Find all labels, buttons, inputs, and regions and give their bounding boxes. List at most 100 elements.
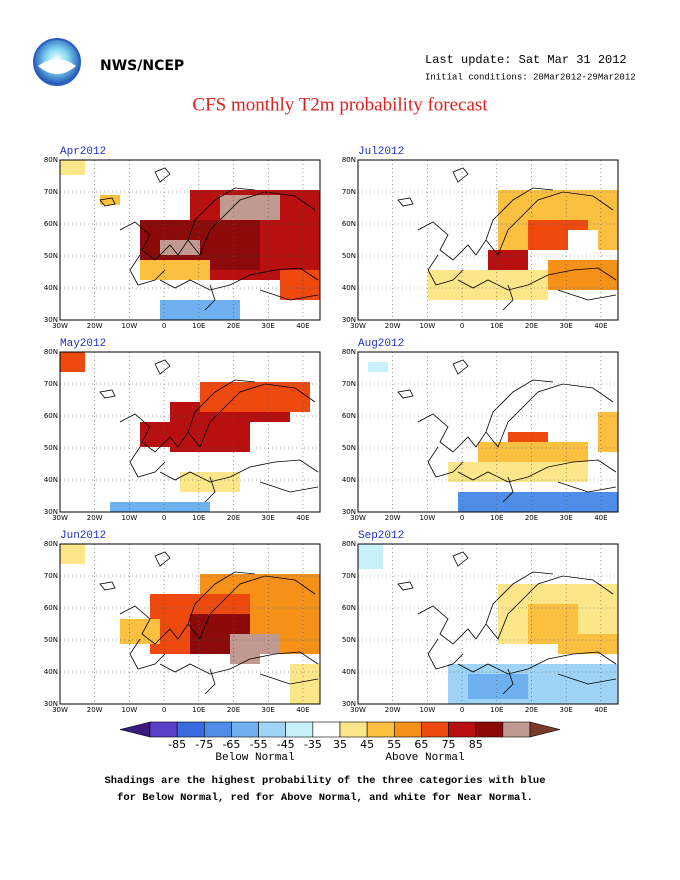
lon-label: 30W <box>350 322 366 330</box>
shading <box>290 664 320 704</box>
lon-label: 20W <box>385 322 401 330</box>
lon-label: 20E <box>525 322 538 330</box>
lon-label: 20E <box>227 322 240 330</box>
lat-label: 50N <box>44 636 58 644</box>
agency: NWS/NCEP <box>100 58 184 74</box>
lon-label: 10E <box>490 706 503 714</box>
map-frame <box>59 159 321 321</box>
coastline <box>99 167 319 311</box>
lat-label: 60N <box>44 604 58 612</box>
colorbar-label: 35 <box>333 738 347 751</box>
panel-label: Apr2012 <box>60 146 106 158</box>
coastline <box>99 551 319 695</box>
above-label: Above Normal <box>385 752 464 764</box>
lon-label: 20W <box>87 706 103 714</box>
colorbar-label: -75 <box>195 738 213 751</box>
lon-label: 20E <box>525 706 538 714</box>
shading <box>598 412 618 452</box>
coastline <box>397 167 617 311</box>
lon-label: 10W <box>121 706 137 714</box>
colorbar-label: 75 <box>442 738 456 751</box>
lat-label: 60N <box>342 604 356 612</box>
lat-label: 60N <box>44 220 58 228</box>
colorbar-box <box>312 721 341 738</box>
shading <box>250 422 320 472</box>
lat-label: 30N <box>342 700 356 708</box>
footnote: Shadings are the highest probability of … <box>104 775 545 787</box>
lat-label: 30N <box>44 700 58 708</box>
shading <box>488 250 528 270</box>
footnote: for Below Normal, red for Above Normal, … <box>117 792 533 804</box>
lat-label: 70N <box>44 380 58 388</box>
colorbar-box <box>149 721 178 738</box>
coastline <box>99 359 319 503</box>
lat-label: 60N <box>342 412 356 420</box>
lon-label: 40E <box>594 514 607 522</box>
colorbar-box <box>203 721 232 738</box>
lat-label: 70N <box>44 188 58 196</box>
shading <box>428 270 548 300</box>
shading <box>468 674 528 699</box>
lon-label: 10E <box>192 322 205 330</box>
shading <box>568 230 598 255</box>
shading <box>60 160 85 175</box>
lon-label: 30E <box>560 322 573 330</box>
lon-label: 10W <box>121 514 137 522</box>
lon-label: 30E <box>262 514 275 522</box>
lon-label: 40E <box>296 514 309 522</box>
lon-label: 40E <box>296 322 309 330</box>
coastline <box>397 359 617 503</box>
lat-label: 80N <box>342 156 356 164</box>
lat-label: 70N <box>44 572 58 580</box>
lat-label: 30N <box>342 508 356 516</box>
title: CFS monthly T2m probability forecast <box>192 94 488 115</box>
shading <box>160 240 200 255</box>
lat-label: 40N <box>44 284 58 292</box>
initial-conditions: Initial conditions: 20Mar2012-29Mar2012 <box>425 72 636 82</box>
shading <box>140 260 210 280</box>
lon-label: 20E <box>227 706 240 714</box>
shading <box>280 270 320 300</box>
lon-label: 30E <box>262 322 275 330</box>
lat-label: 80N <box>342 540 356 548</box>
colorbar-box <box>393 721 422 738</box>
lon-label: 10W <box>419 322 435 330</box>
lat-label: 40N <box>44 476 58 484</box>
colorbar-box <box>231 721 259 738</box>
lon-label: 20W <box>385 514 401 522</box>
lon-label: 40E <box>296 706 309 714</box>
lat-label: 50N <box>44 252 58 260</box>
lon-label: 20W <box>87 514 103 522</box>
colorbar-label: -45 <box>277 738 295 751</box>
colorbar-label: 55 <box>387 738 401 751</box>
lon-label: 30E <box>560 514 573 522</box>
lat-label: 70N <box>342 188 356 196</box>
map-frame <box>59 543 321 705</box>
shading <box>200 382 310 412</box>
lon-label: 10W <box>419 514 435 522</box>
colorbar-box <box>502 721 531 738</box>
lat-label: 80N <box>44 540 58 548</box>
lat-label: 80N <box>44 348 58 356</box>
logo <box>33 38 81 86</box>
colorbar-box <box>421 721 449 738</box>
lat-label: 60N <box>342 220 356 228</box>
lon-label: 30W <box>350 706 366 714</box>
map-frame <box>357 543 619 705</box>
lon-label: 20W <box>385 706 401 714</box>
shading <box>558 634 618 654</box>
lon-label: 10W <box>121 322 137 330</box>
lon-label: 10W <box>419 706 435 714</box>
lon-label: 10E <box>490 514 503 522</box>
lon-label: 20W <box>87 322 103 330</box>
lon-label: 30W <box>52 514 68 522</box>
lon-label: 30E <box>560 706 573 714</box>
colorbar-end <box>119 721 151 738</box>
shading <box>458 492 618 512</box>
lat-label: 40N <box>342 476 356 484</box>
lon-label: 40E <box>594 706 607 714</box>
